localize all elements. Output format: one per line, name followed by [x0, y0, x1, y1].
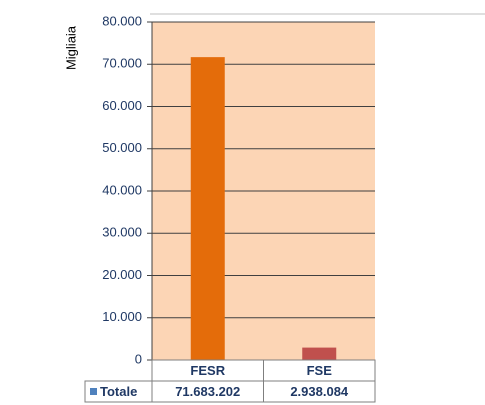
legend-key [90, 388, 97, 395]
y-tick-label: 40.000 [102, 182, 142, 197]
y-tick-label: 70.000 [102, 56, 142, 71]
x-tick-label: FESR [190, 363, 225, 378]
data-label: 2.938.084 [290, 384, 349, 399]
table-cell [263, 380, 376, 403]
bar [302, 347, 337, 360]
x-tick-label: FSE [307, 363, 333, 378]
y-tick-label: 20.000 [102, 267, 142, 282]
y-tick-label: 10.000 [102, 309, 142, 324]
y-tick-label: 60.000 [102, 98, 142, 113]
y-tick-label: 50.000 [102, 140, 142, 155]
y-tick-label: 30.000 [102, 225, 142, 240]
y-tick-label: 0 [135, 351, 142, 366]
y-tick-label: 80.000 [102, 13, 142, 28]
legend-label: Totale [100, 384, 137, 399]
bar [190, 57, 225, 361]
data-label: 71.683.202 [175, 384, 240, 399]
y-axis-label: Migliaia [63, 25, 78, 70]
